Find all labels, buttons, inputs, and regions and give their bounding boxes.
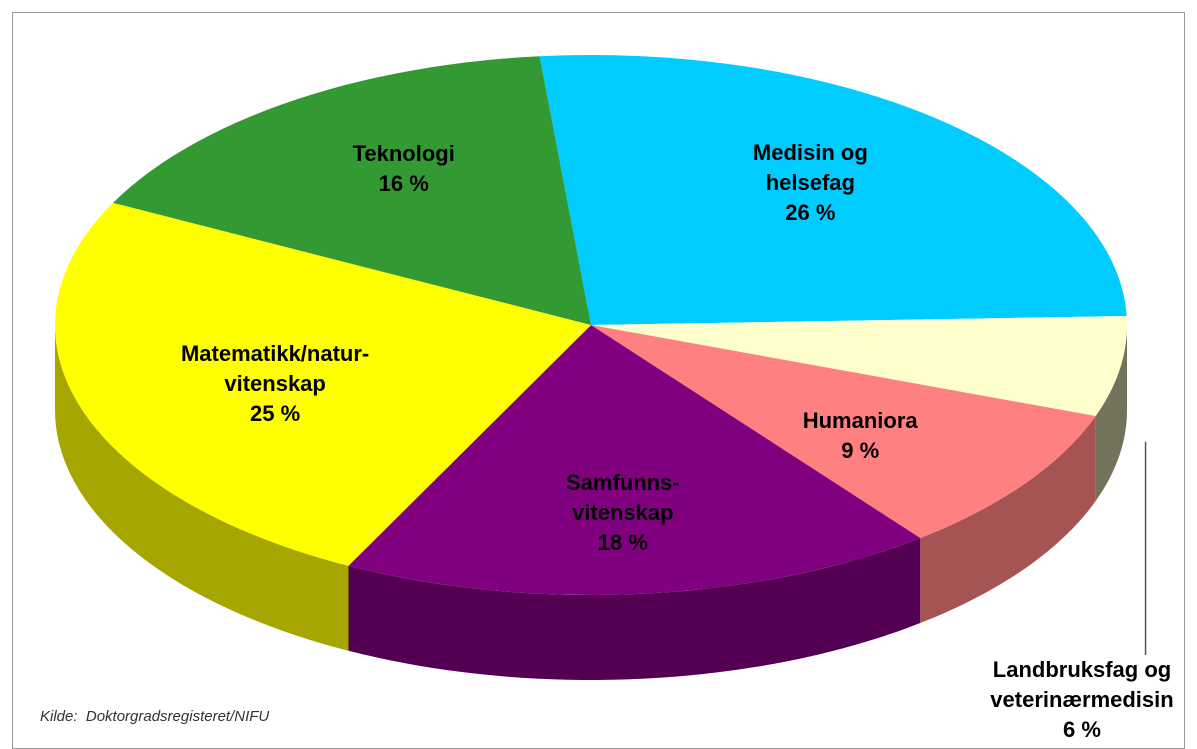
category-label: Samfunns- vitenskap: [566, 470, 680, 526]
value-label: 6 %: [1063, 717, 1101, 742]
value-label: 18 %: [597, 530, 648, 556]
slice-label: Matematikk/natur- vitenskap 25 %: [181, 339, 369, 429]
category-label: Matematikk/natur- vitenskap: [180, 340, 370, 396]
value-label: 26 %: [785, 200, 836, 225]
slice: [112, 56, 591, 325]
slice-label: Samfunns- vitenskap 18 %: [566, 468, 680, 558]
category-label: Humaniora: [802, 407, 918, 433]
slice-label: Teknologi 16 %: [353, 139, 455, 199]
slice-side: [920, 416, 1096, 624]
category-label: Teknologi: [352, 140, 455, 166]
slice-side: [55, 325, 349, 651]
value-label: 16 %: [378, 170, 429, 196]
slice: [591, 325, 1096, 539]
value-label: 25 %: [250, 400, 301, 426]
category-label: Medisin og helsefag: [752, 140, 868, 195]
value-label: 9 %: [841, 437, 880, 463]
slice-label: Humaniora 9 %: [803, 406, 918, 466]
slice: [348, 325, 921, 595]
category-label: Landbruksfag og veterinærmedisin: [990, 657, 1174, 712]
source-note: Kilde: Doktorgradsregisteret/NIFU: [40, 708, 270, 725]
slice: [591, 316, 1127, 417]
slice: [55, 202, 592, 566]
slice: [539, 55, 1127, 326]
slice-label: Medisin og helsefag 26 %: [753, 138, 868, 228]
slice-side: [1095, 325, 1127, 502]
slice-side: [348, 538, 921, 680]
slice-label: Landbruksfag og veterinærmedisin 6 %: [990, 655, 1173, 745]
